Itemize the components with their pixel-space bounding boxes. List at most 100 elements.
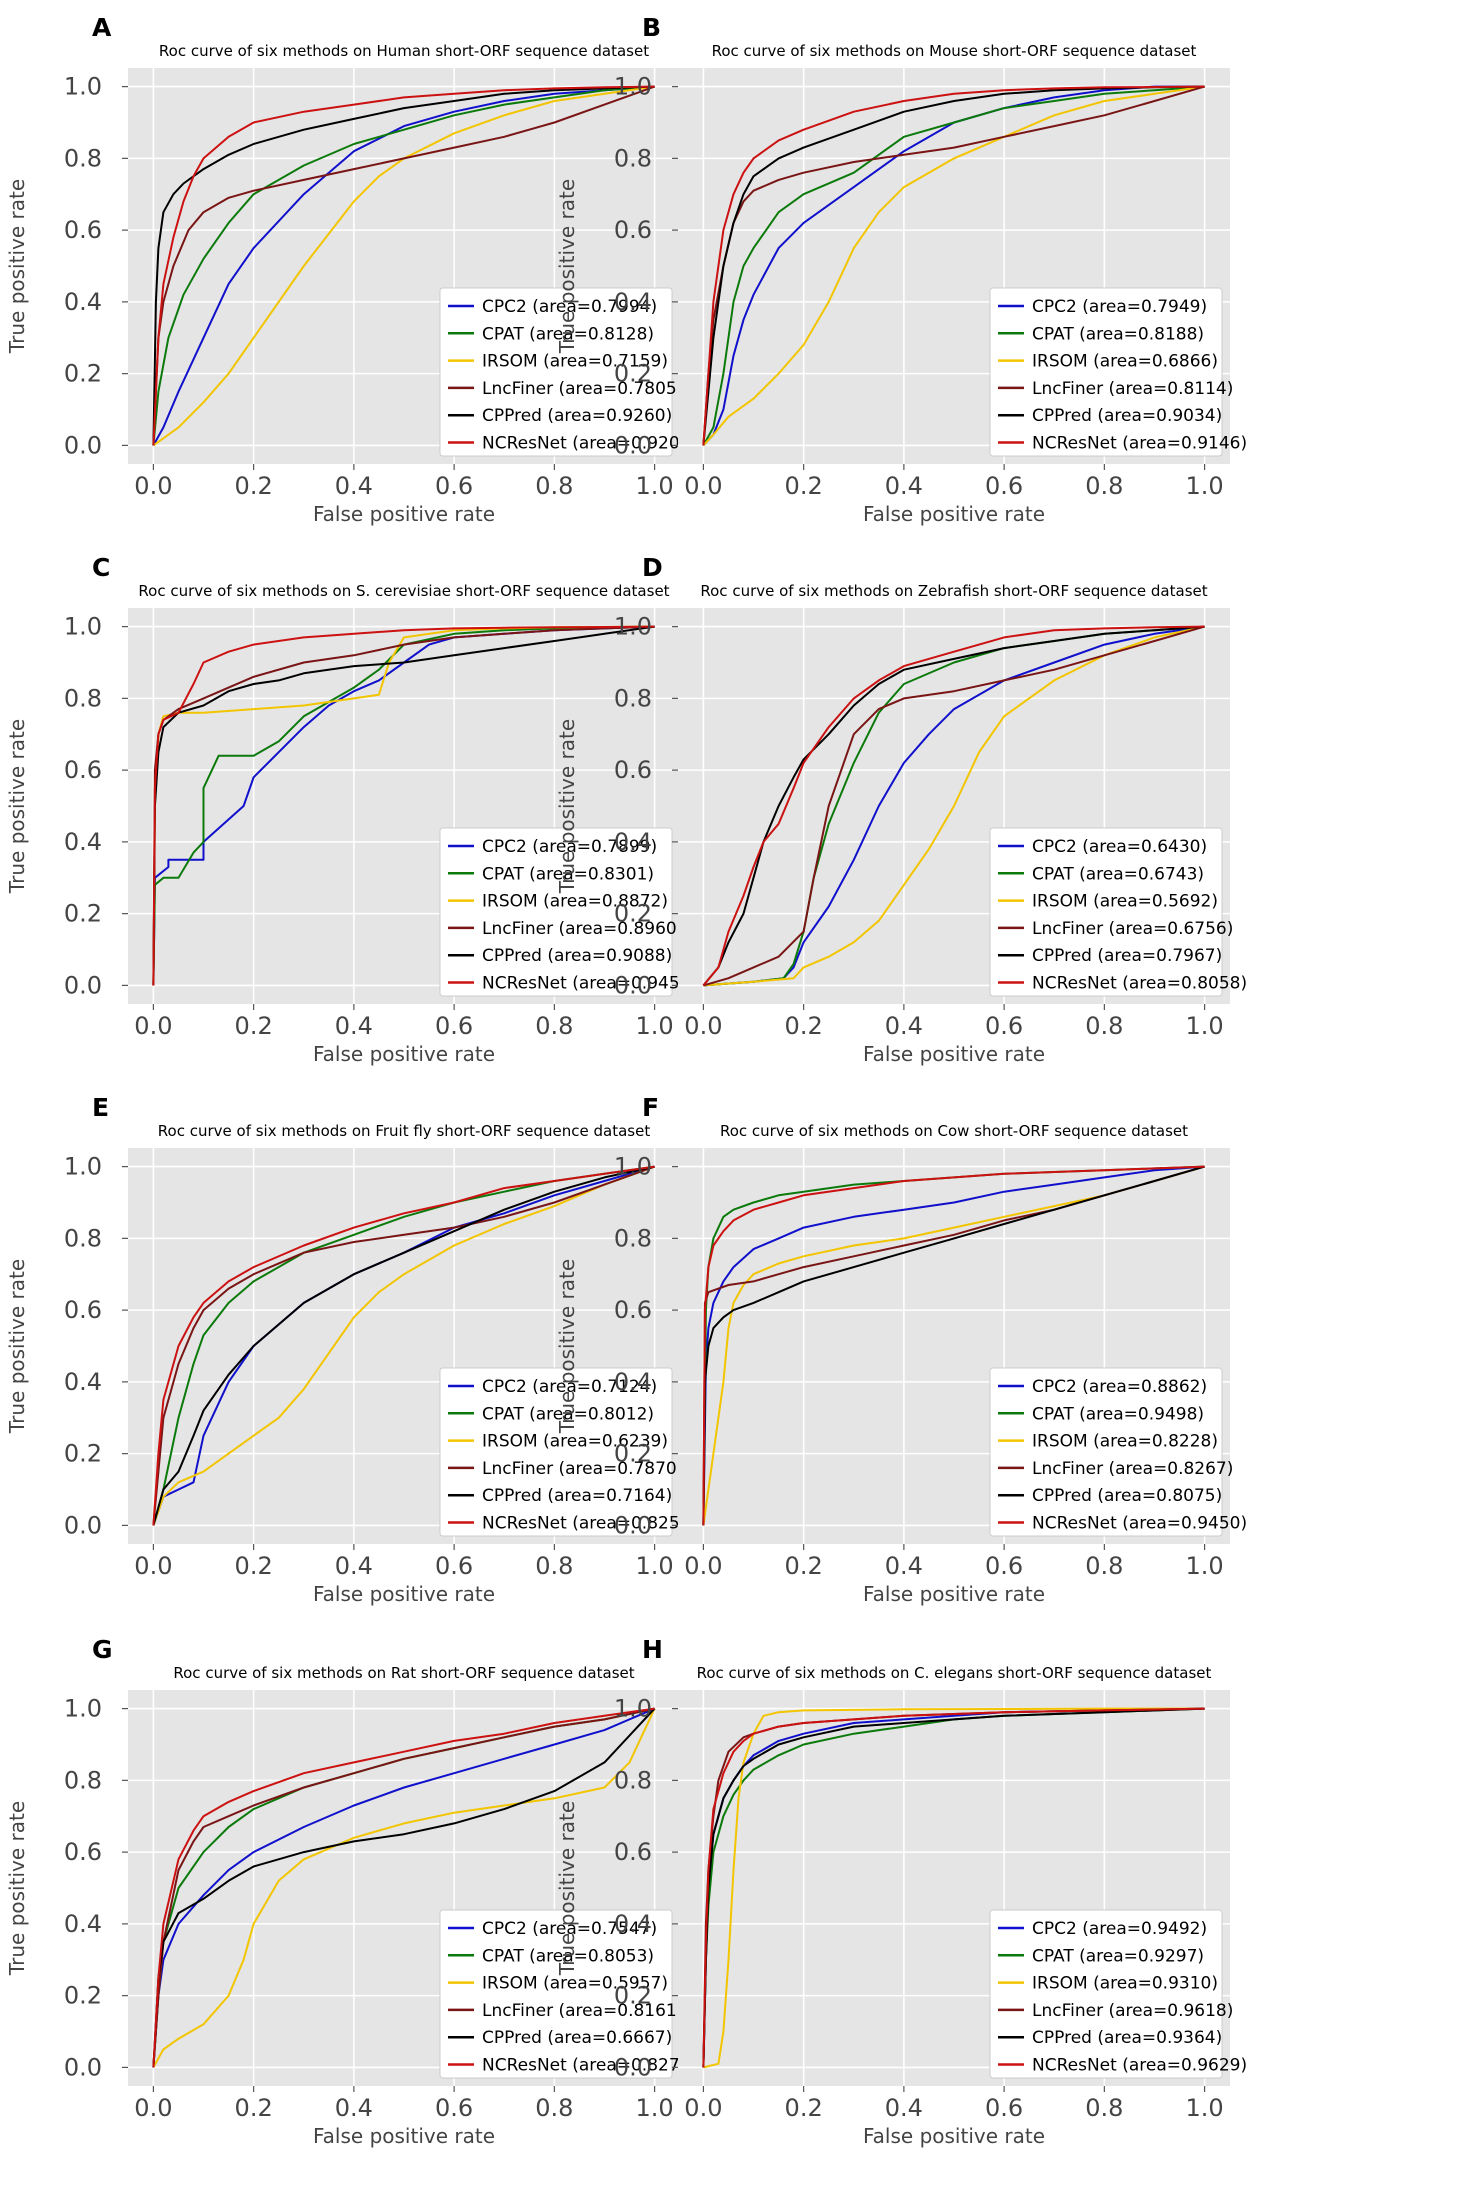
legend-entry: CPPred (area=0.6667) (482, 2028, 672, 2048)
y-axis-label: True positive rate (5, 1259, 29, 1434)
x-tick-label: 1.0 (1186, 1552, 1224, 1580)
legend-entry: CPC2 (area=0.6430) (1032, 837, 1207, 857)
x-tick-label: 0.8 (535, 472, 573, 500)
y-tick-label: 0.8 (64, 1766, 102, 1794)
panel-g: G Roc curve of six methods on Rat short-O… (5, 1635, 697, 2148)
chart-title: Roc curve of six methods on S. cerevisia… (138, 582, 669, 600)
x-axis-label: False positive rate (313, 1042, 495, 1066)
legend-entry: NCResNet (area=0.9209) (482, 434, 697, 454)
legend-entry: IRSOM (area=0.5957) (482, 1974, 668, 1994)
x-axis-label: False positive rate (313, 502, 495, 526)
y-tick-label: 1.0 (614, 1695, 652, 1723)
chart-title: Roc curve of six methods on Fruit fly sh… (158, 1122, 651, 1140)
legend-entry: NCResNet (area=0.9455) (482, 974, 697, 994)
legend-entry: NCResNet (area=0.8258) (482, 1514, 697, 1534)
y-tick-label: 0.2 (614, 1440, 652, 1468)
y-tick-label: 0.8 (614, 144, 652, 172)
legend-box (439, 1909, 673, 2079)
panel-f: F Roc curve of six methods on Cow short-O… (555, 1093, 1247, 1606)
y-axis-label: True positive rate (555, 1259, 579, 1434)
y-tick-label: 0.6 (64, 756, 102, 784)
panel-letter: E (92, 1093, 109, 1122)
x-tick-label: 0.4 (335, 472, 373, 500)
panel-letter: D (642, 553, 663, 582)
legend-entry: CPPred (area=0.7164) (482, 1486, 672, 1506)
series-line-irsom (152, 85, 655, 447)
x-axis-label: False positive rate (313, 1582, 495, 1606)
x-tick-label: 0.6 (985, 2094, 1023, 2122)
series-line-cppred (702, 1707, 1205, 2068)
y-axis-label: True positive rate (5, 179, 29, 354)
series-line-cpc2 (152, 1707, 655, 2068)
series-line-cpat (702, 85, 1205, 446)
y-tick-label: 0.8 (64, 144, 102, 172)
panel-letter: G (92, 1635, 113, 1664)
y-tick-label: 0.4 (64, 288, 102, 316)
series-line-cppred (152, 1707, 656, 2068)
series-line-lncfiner (152, 85, 655, 446)
series-line-lncfiner (152, 1165, 655, 1526)
y-tick-label: 0.2 (64, 360, 102, 388)
panel-letter: F (642, 1093, 659, 1122)
legend-entry: NCResNet (area=0.8275) (482, 2056, 697, 2076)
legend: CPC2 (area=0.7547) CPAT (area=0.8053) IRSO… (439, 1909, 697, 2079)
legend-box (989, 827, 1223, 997)
legend-entry: LncFiner (area=0.8267) (1032, 1459, 1233, 1479)
legend: CPC2 (area=0.7994) CPAT (area=0.8128) IRSO… (439, 287, 697, 457)
legend-entry: NCResNet (area=0.9146) (1032, 434, 1247, 454)
x-tick-label: 0.4 (885, 472, 923, 500)
legend-entry: LncFiner (area=0.8960) (482, 919, 683, 939)
legend-entry: CPC2 (area=0.7994) (482, 297, 657, 317)
x-tick-label: 0.8 (1085, 2094, 1123, 2122)
x-tick-label: 0.2 (785, 2094, 823, 2122)
legend-entry: CPC2 (area=0.7899) (482, 837, 657, 857)
x-tick-label: 0.0 (134, 1012, 172, 1040)
legend-entry: CPC2 (area=0.7949) (1032, 297, 1207, 317)
x-axis-label: False positive rate (863, 1042, 1045, 1066)
y-tick-label: 0.8 (614, 1766, 652, 1794)
series-line-cppred (152, 1165, 655, 1526)
y-tick-label: 0.0 (64, 2053, 102, 2081)
legend-entry: LncFiner (area=0.7870) (482, 1459, 683, 1479)
legend-entry: CPC2 (area=0.7124) (482, 1377, 657, 1397)
legend-entry: LncFiner (area=0.9618) (1032, 2001, 1233, 2021)
x-tick-label: 0.4 (885, 1012, 923, 1040)
series-line-ncresnet (702, 1165, 1205, 1526)
x-tick-label: 1.0 (636, 1552, 674, 1580)
y-axis-label: True positive rate (555, 1801, 579, 1976)
series-line-irsom (703, 625, 1205, 987)
x-tick-label: 0.0 (134, 1552, 172, 1580)
y-tick-label: 0.4 (614, 1368, 652, 1396)
y-tick-label: 0.6 (614, 1838, 652, 1866)
panel-b: B Roc curve of six methods on Mouse short… (555, 13, 1247, 526)
x-tick-label: 0.6 (435, 1012, 473, 1040)
legend-entry: CPC2 (area=0.9492) (1032, 1919, 1207, 1939)
x-tick-label: 0.4 (335, 2094, 373, 2122)
x-tick-label: 0.8 (535, 2094, 573, 2122)
x-tick-label: 0.2 (785, 1012, 823, 1040)
x-tick-label: 0.4 (885, 1552, 923, 1580)
x-axis-label: False positive rate (863, 502, 1045, 526)
legend-entry: CPAT (area=0.8188) (1032, 324, 1204, 344)
x-tick-label: 0.2 (785, 472, 823, 500)
legend: CPC2 (area=0.9492) CPAT (area=0.9297) IRSO… (989, 1909, 1247, 2079)
legend-entry: CPAT (area=0.9297) (1032, 1946, 1204, 1966)
y-tick-label: 1.0 (614, 613, 652, 641)
series-line-ncresnet (702, 85, 1205, 446)
series-line-ncresnet (152, 1707, 655, 2068)
x-tick-label: 1.0 (1186, 1012, 1224, 1040)
y-tick-label: 1.0 (614, 1153, 652, 1181)
legend: CPC2 (area=0.8862) CPAT (area=0.9498) IRSO… (989, 1367, 1247, 1537)
x-tick-label: 0.0 (134, 2094, 172, 2122)
y-tick-label: 0.0 (614, 431, 652, 459)
legend-entry: LncFiner (area=0.7805) (482, 379, 683, 399)
series-line-ncresnet (702, 1707, 1205, 2068)
x-tick-label: 0.8 (535, 1012, 573, 1040)
x-axis-label: False positive rate (863, 2124, 1045, 2148)
legend: CPC2 (area=0.7899) CPAT (area=0.8301) IRSO… (439, 827, 697, 997)
x-tick-label: 0.6 (985, 472, 1023, 500)
y-tick-label: 1.0 (64, 73, 102, 101)
y-tick-label: 0.4 (614, 288, 652, 316)
y-tick-label: 1.0 (64, 613, 102, 641)
